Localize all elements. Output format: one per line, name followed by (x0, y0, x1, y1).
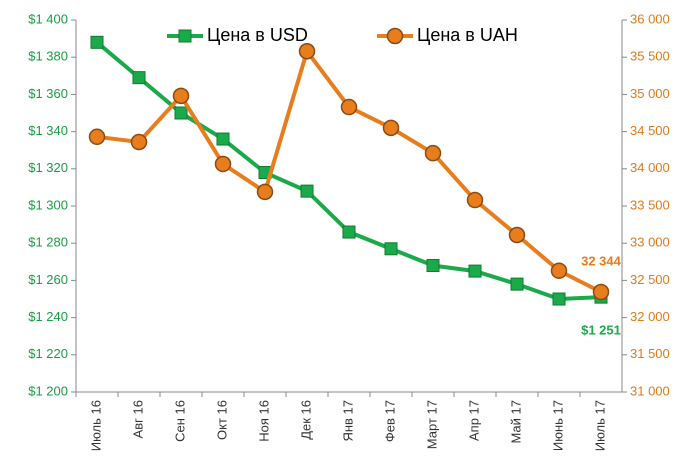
x-tick-label: Янв 17 (340, 400, 355, 442)
x-tick-label: Авг 16 (130, 400, 145, 438)
marker (130, 133, 148, 151)
x-tick-label: Июль 17 (592, 400, 607, 451)
x-tick-label: Март 17 (424, 400, 439, 449)
y-tick-label: $1 320 (28, 160, 68, 175)
data-label: $1 251 (581, 323, 621, 338)
y2-tick-label: 34 000 (630, 160, 670, 175)
y-tick-label: $1 220 (28, 346, 68, 361)
series-line (95, 40, 602, 302)
marker (468, 264, 482, 278)
y-tick-label: $1 360 (28, 86, 68, 101)
legend-marker (178, 29, 192, 43)
x-tick-label: Ноя 16 (256, 400, 271, 442)
y-tick-label: $1 280 (28, 235, 68, 250)
series-line (96, 46, 602, 294)
marker (424, 144, 442, 162)
marker (214, 155, 232, 173)
marker (256, 183, 274, 201)
marker (550, 262, 568, 279)
y2-tick-label: 32 500 (630, 272, 670, 287)
y2-tick-label: 33 000 (630, 235, 670, 250)
marker (382, 119, 400, 137)
x-tick-label: Окт 16 (214, 400, 229, 440)
x-tick-label: Дек 16 (298, 400, 313, 440)
y-tick-label: $1 380 (28, 49, 68, 64)
marker (508, 226, 526, 244)
x-tick-label: Июль 16 (88, 400, 103, 451)
x-tick-label: Сен 16 (172, 400, 187, 442)
x-tick-label: Апр 17 (466, 400, 481, 441)
y2-tick-label: 35 000 (630, 86, 670, 101)
y-tick-label: $1 240 (28, 309, 68, 324)
data-label: 32 344 (581, 253, 622, 268)
marker (466, 191, 484, 209)
y2-tick-label: 36 000 (630, 11, 670, 26)
x-tick-label: Фев 17 (382, 400, 397, 442)
x-tick-label: Июнь 17 (550, 400, 565, 451)
marker (342, 225, 356, 239)
y-tick-label: $1 200 (28, 383, 68, 398)
y2-tick-label: 32 000 (630, 309, 670, 324)
y-tick-label: $1 260 (28, 272, 68, 287)
y2-tick-label: 35 500 (630, 49, 670, 64)
marker (300, 184, 314, 198)
legend-marker (386, 27, 404, 45)
marker (216, 132, 230, 146)
marker (90, 35, 104, 49)
marker (510, 277, 524, 291)
marker (132, 71, 146, 85)
y-tick-label: $1 300 (28, 197, 68, 212)
marker (340, 98, 358, 116)
marker (172, 87, 190, 105)
marker (426, 259, 440, 273)
marker (174, 106, 188, 120)
y2-tick-label: 33 500 (630, 197, 670, 212)
marker (552, 292, 566, 306)
marker (298, 42, 316, 60)
x-tick-label: Май 17 (508, 400, 523, 444)
y2-tick-label: 31 500 (630, 346, 670, 361)
y2-tick-label: 34 500 (630, 123, 670, 138)
y2-tick-label: 31 000 (630, 383, 670, 398)
marker (384, 242, 398, 256)
marker (592, 283, 610, 301)
marker (88, 128, 106, 146)
legend-label: Цена в USD (207, 25, 308, 45)
y-tick-label: $1 340 (28, 123, 68, 138)
legend-label: Цена в UAH (417, 25, 518, 45)
y-tick-label: $1 400 (28, 11, 68, 26)
